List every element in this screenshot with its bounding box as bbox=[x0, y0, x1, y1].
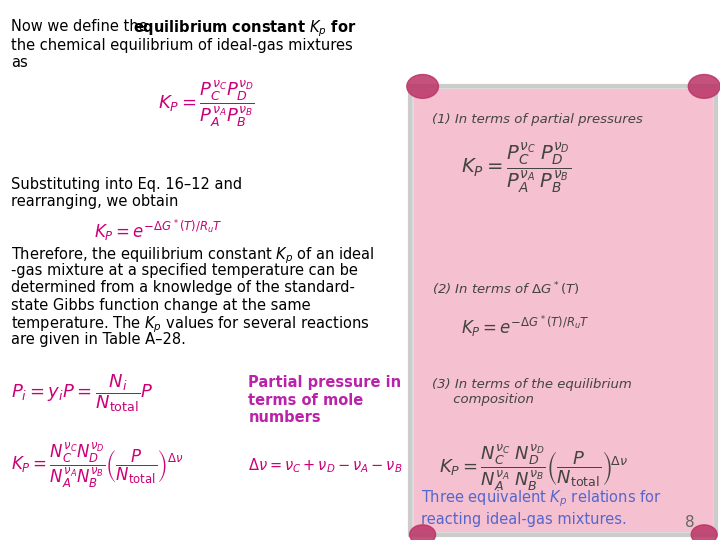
Text: $\Delta\nu = \nu_C + \nu_D - \nu_A - \nu_B$: $\Delta\nu = \nu_C + \nu_D - \nu_A - \nu… bbox=[248, 456, 403, 475]
Text: as: as bbox=[11, 55, 27, 70]
Text: temperature. The $K_p$ values for several reactions: temperature. The $K_p$ values for severa… bbox=[11, 315, 369, 335]
FancyBboxPatch shape bbox=[414, 89, 713, 532]
Text: $K_P = \dfrac{N_C^{\nu_C}\; N_D^{\nu_D}}{N_A^{\nu_A}\; N_B^{\nu_B}} \left(\dfrac: $K_P = \dfrac{N_C^{\nu_C}\; N_D^{\nu_D}}… bbox=[439, 443, 629, 494]
Circle shape bbox=[691, 525, 717, 540]
Text: (3) In terms of the equilibrium
     composition: (3) In terms of the equilibrium composit… bbox=[432, 378, 631, 406]
Text: Therefore, the equilibrium constant $K_p$ of an ideal: Therefore, the equilibrium constant $K_p… bbox=[11, 246, 374, 266]
Text: Now we define the: Now we define the bbox=[11, 19, 152, 34]
Text: $K_P = \dfrac{P_C^{\nu_C}\; P_D^{\nu_D}}{P_A^{\nu_A}\; P_B^{\nu_B}}$: $K_P = \dfrac{P_C^{\nu_C}\; P_D^{\nu_D}}… bbox=[461, 140, 571, 195]
Text: Partial pressure in
terms of mole
numbers: Partial pressure in terms of mole number… bbox=[248, 375, 402, 425]
Circle shape bbox=[407, 75, 438, 98]
Text: $K_P = e^{-\Delta G^*(T)/R_u T}$: $K_P = e^{-\Delta G^*(T)/R_u T}$ bbox=[461, 313, 590, 340]
Circle shape bbox=[410, 525, 436, 540]
Text: $K_P = \dfrac{N_C^{\nu_C} N_D^{\nu_D}}{N_A^{\nu_A} N_B^{\nu_B}} \left(\dfrac{P}{: $K_P = \dfrac{N_C^{\nu_C} N_D^{\nu_D}}{N… bbox=[11, 440, 184, 490]
Text: $K_P = \dfrac{P_C^{\nu_C} P_D^{\nu_D}}{P_A^{\nu_A} P_B^{\nu_B}}$: $K_P = \dfrac{P_C^{\nu_C} P_D^{\nu_D}}{P… bbox=[158, 78, 256, 129]
Text: rearranging, we obtain: rearranging, we obtain bbox=[11, 194, 178, 210]
Text: the chemical equilibrium of ideal-gas mixtures: the chemical equilibrium of ideal-gas mi… bbox=[11, 38, 353, 53]
Text: (1) In terms of partial pressures: (1) In terms of partial pressures bbox=[432, 113, 643, 126]
Text: $P_i = y_i P = \dfrac{N_i}{N_{\rm total}} P$: $P_i = y_i P = \dfrac{N_i}{N_{\rm total}… bbox=[11, 373, 153, 414]
Text: are given in Table A–28.: are given in Table A–28. bbox=[11, 332, 186, 347]
Text: state Gibbs function change at the same: state Gibbs function change at the same bbox=[11, 298, 310, 313]
Text: 8: 8 bbox=[685, 515, 695, 530]
Text: -gas mixture at a specified temperature can be: -gas mixture at a specified temperature … bbox=[11, 263, 358, 278]
Text: Substituting into Eq. 16–12 and: Substituting into Eq. 16–12 and bbox=[11, 177, 242, 192]
Text: Three equivalent $K_p$ relations for
reacting ideal-gas mixtures.: Three equivalent $K_p$ relations for rea… bbox=[421, 489, 662, 526]
Text: determined from a knowledge of the standard-: determined from a knowledge of the stand… bbox=[11, 280, 355, 295]
Circle shape bbox=[688, 75, 720, 98]
Text: $K_P = e^{-\Delta G^*(T)/R_u T}$: $K_P = e^{-\Delta G^*(T)/R_u T}$ bbox=[94, 217, 222, 244]
Text: (2) In terms of $\Delta G^*(T)$: (2) In terms of $\Delta G^*(T)$ bbox=[432, 281, 580, 299]
FancyBboxPatch shape bbox=[410, 86, 716, 535]
Text: $\mathbf{equilibrium\ constant}$ $\mathit{K}_p$ for: $\mathbf{equilibrium\ constant}$ $\mathi… bbox=[133, 19, 356, 39]
